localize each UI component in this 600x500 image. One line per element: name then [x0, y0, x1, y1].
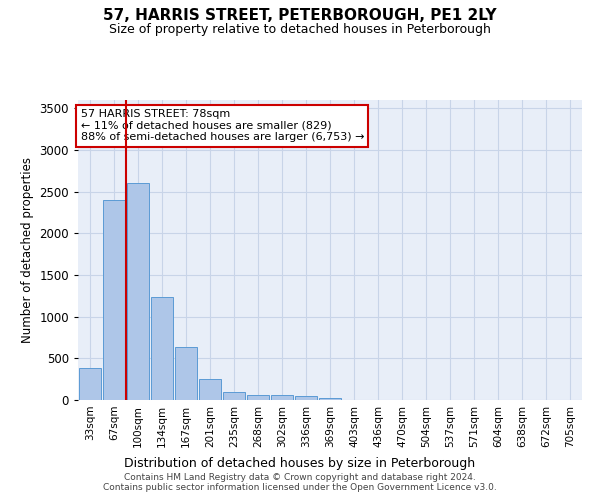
- Text: 57 HARRIS STREET: 78sqm
← 11% of detached houses are smaller (829)
88% of semi-d: 57 HARRIS STREET: 78sqm ← 11% of detache…: [80, 109, 364, 142]
- Text: Contains HM Land Registry data © Crown copyright and database right 2024.
Contai: Contains HM Land Registry data © Crown c…: [103, 473, 497, 492]
- Bar: [199, 379, 221, 400]
- Bar: [175, 346, 197, 400]
- Bar: [223, 392, 245, 400]
- Bar: [319, 398, 341, 400]
- Bar: [247, 394, 269, 400]
- Bar: [103, 200, 125, 400]
- Bar: [151, 296, 173, 400]
- Y-axis label: Number of detached properties: Number of detached properties: [21, 157, 34, 343]
- Bar: [271, 395, 293, 400]
- Text: 57, HARRIS STREET, PETERBOROUGH, PE1 2LY: 57, HARRIS STREET, PETERBOROUGH, PE1 2LY: [103, 8, 497, 22]
- Bar: [295, 396, 317, 400]
- Bar: [79, 368, 101, 400]
- Bar: [127, 184, 149, 400]
- Text: Distribution of detached houses by size in Peterborough: Distribution of detached houses by size …: [124, 458, 476, 470]
- Text: Size of property relative to detached houses in Peterborough: Size of property relative to detached ho…: [109, 22, 491, 36]
